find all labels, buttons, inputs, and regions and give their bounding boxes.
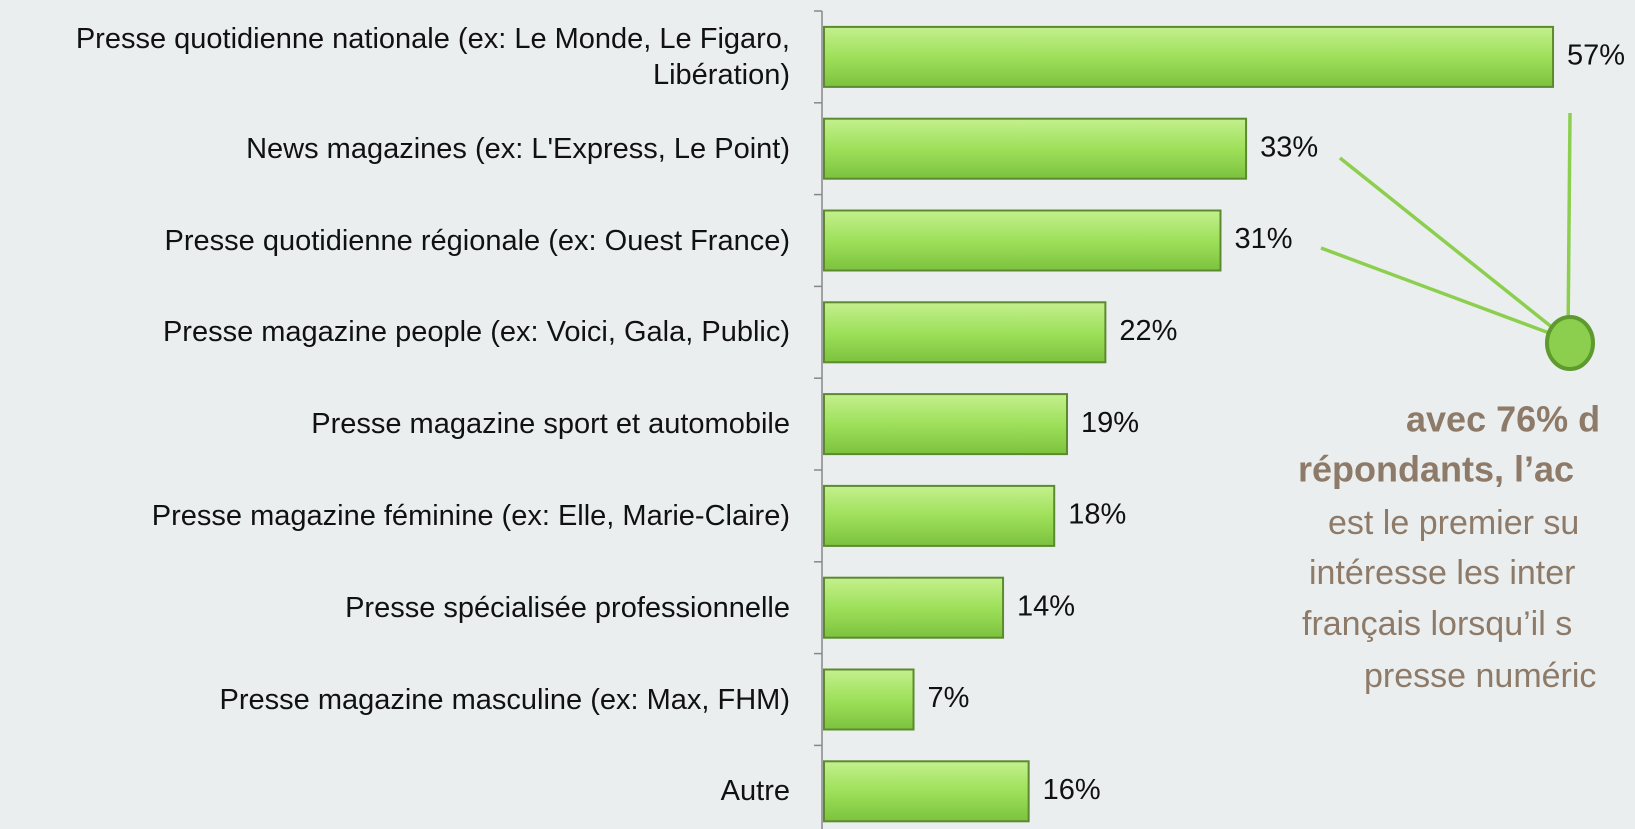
bar: [823, 25, 1555, 88]
category-label: Presse quotidienne nationale (ex: Le Mon…: [75, 22, 790, 91]
category-label: Presse magazine sport et automobile: [311, 408, 790, 441]
value-label: 14%: [1017, 590, 1075, 622]
bar: [823, 209, 1222, 272]
annotation: français lorsqu’il s: [1302, 605, 1572, 643]
connector: [1338, 156, 1570, 342]
dot: [1545, 315, 1595, 371]
annotation: répondants, l’ac: [1298, 449, 1574, 490]
bar: [823, 760, 1030, 823]
category-label: News magazines (ex: L'Express, Le Point): [246, 132, 790, 165]
value-label: 31%: [1234, 223, 1292, 255]
annotation: intéresse les inter: [1309, 554, 1575, 592]
connector: [1320, 246, 1569, 342]
bar: [823, 301, 1107, 364]
value-label: 7%: [928, 682, 970, 714]
bar: [823, 393, 1069, 456]
value-label: 57%: [1567, 40, 1625, 72]
category-label: Presse magazine masculine (ex: Max, FHM): [219, 683, 791, 716]
annotation: avec 76% d: [1406, 399, 1600, 440]
bar: [823, 576, 1005, 639]
connector: [1566, 112, 1572, 341]
value-label: 16%: [1043, 774, 1101, 806]
category-label: Autre: [720, 775, 790, 808]
annotation: est le premier su: [1328, 504, 1579, 542]
bar: [823, 484, 1056, 547]
value-label: 33%: [1260, 131, 1318, 163]
category-label: Presse magazine féminine (ex: Elle, Mari…: [151, 499, 790, 532]
category-label: Presse spécialisée professionnelle: [345, 591, 790, 624]
value-label: 22%: [1119, 315, 1177, 347]
category-label: Presse quotidienne régionale (ex: Ouest …: [164, 224, 790, 257]
bar: [823, 117, 1248, 180]
value-label: 18%: [1068, 499, 1126, 531]
annotation: presse numéric: [1364, 657, 1596, 695]
category-label: Presse magazine people (ex: Voici, Gala,…: [162, 316, 790, 349]
bar: [823, 668, 915, 731]
value-label: 19%: [1081, 407, 1139, 439]
